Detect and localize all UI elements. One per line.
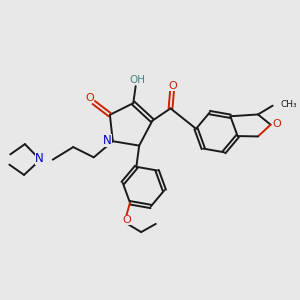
Text: N: N <box>103 134 112 146</box>
Text: O: O <box>168 80 177 91</box>
Text: N: N <box>35 152 44 165</box>
Text: O: O <box>85 93 94 103</box>
Text: O: O <box>122 215 131 225</box>
Text: OH: OH <box>129 75 145 85</box>
Text: O: O <box>273 119 281 129</box>
Text: CH₃: CH₃ <box>281 100 298 109</box>
